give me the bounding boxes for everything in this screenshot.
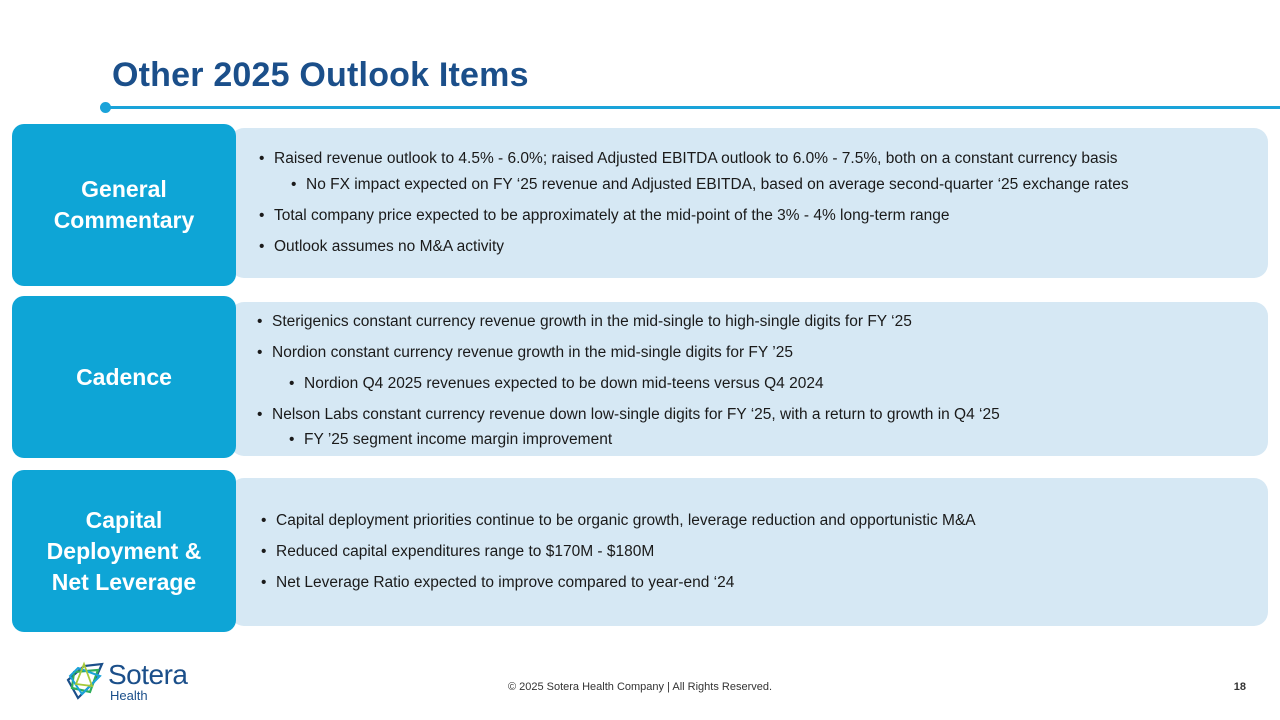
section-capital-deployment: Capital Deployment & Net Leverage Capita… [12, 470, 1268, 632]
bullet-list: Raised revenue outlook to 4.5% - 6.0%; r… [259, 150, 1248, 264]
logo-subtext: Health [110, 688, 148, 703]
page-number: 18 [1233, 681, 1246, 693]
bullet-item: Reduced capital expenditures range to $1… [261, 543, 1248, 574]
sub-bullet-item: FY ’25 segment income margin improvement [289, 431, 1248, 456]
sotera-health-logo: Sotera Health [64, 658, 204, 704]
section-label: Cadence [12, 296, 236, 458]
title-underline [104, 106, 1280, 109]
bullet-item: Total company price expected to be appro… [259, 207, 1248, 238]
bullet-item: Sterigenics constant currency revenue gr… [257, 313, 1248, 344]
bullet-item: Net Leverage Ratio expected to improve c… [261, 574, 1248, 600]
bullet-item: Capital deployment priorities continue t… [261, 512, 1248, 543]
title-underline-dot [100, 102, 111, 113]
bullet-item: Nordion constant currency revenue growth… [257, 344, 1248, 375]
bullet-item: Raised revenue outlook to 4.5% - 6.0%; r… [259, 150, 1248, 176]
bullet-item: Outlook assumes no M&A activity [259, 238, 1248, 264]
page-title: Other 2025 Outlook Items [112, 56, 529, 94]
bullet-list: Sterigenics constant currency revenue gr… [257, 313, 1248, 456]
logo-wordmark: Sotera [108, 659, 188, 690]
section-cadence: Cadence Sterigenics constant currency re… [12, 296, 1268, 458]
section-general-commentary: General Commentary Raised revenue outloo… [12, 124, 1268, 286]
section-label: General Commentary [12, 124, 236, 286]
sub-bullet-item: No FX impact expected on FY ‘25 revenue … [291, 176, 1248, 207]
bullet-list: Capital deployment priorities continue t… [261, 512, 1248, 600]
copyright-text: © 2025 Sotera Health Company | All Right… [507, 681, 773, 693]
bullet-item: Nelson Labs constant currency revenue do… [257, 406, 1248, 431]
sub-bullet-item: Nordion Q4 2025 revenues expected to be … [289, 375, 1248, 406]
logo-mark-icon [66, 661, 104, 700]
section-label: Capital Deployment & Net Leverage [12, 470, 236, 632]
